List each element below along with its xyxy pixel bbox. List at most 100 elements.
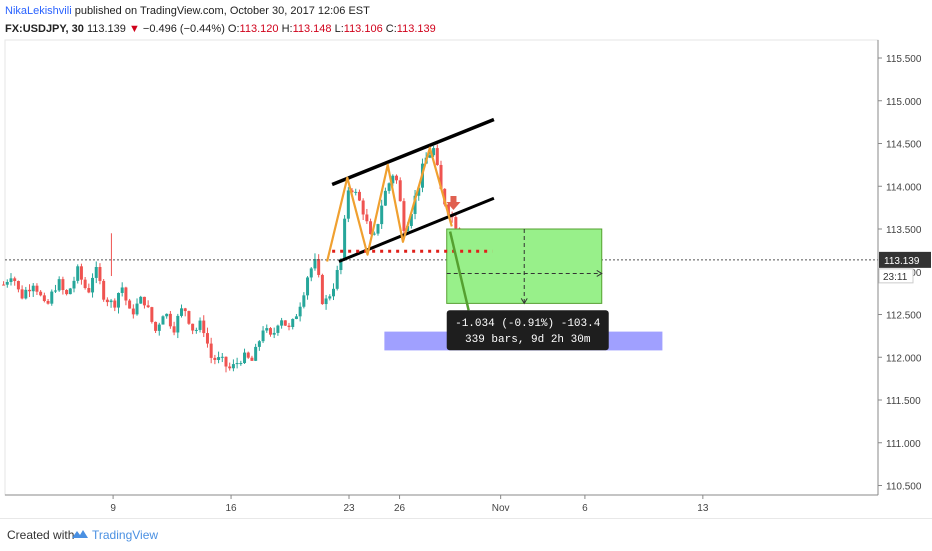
price-tick-label: 114.500 [886, 140, 922, 151]
candle-body [165, 313, 169, 317]
candle-body [435, 148, 439, 165]
price-tick-label: 113.500 [886, 225, 922, 236]
candle-body [220, 356, 224, 358]
publish-info: NikaLekishvili published on TradingView.… [5, 5, 370, 17]
high-value: 113.148 [292, 23, 332, 35]
candle-body [183, 308, 187, 312]
measure-line1: -1.034 (-0.91%) -103.4 [455, 318, 601, 330]
candle-body [124, 287, 128, 301]
candle-body [309, 268, 313, 278]
candle-body [102, 280, 106, 300]
time-tick-label: 9 [110, 503, 116, 514]
candle-body [231, 364, 235, 369]
candle-body [120, 287, 124, 293]
candle-body [339, 258, 343, 270]
candle-body [257, 341, 261, 347]
candle-body [16, 281, 20, 290]
price-tick-label: 112.500 [886, 311, 922, 322]
candle-body [194, 329, 198, 331]
candle-body [239, 363, 243, 365]
open-label: O: [227, 23, 240, 35]
candle-body [5, 281, 9, 285]
candle-body [328, 296, 332, 299]
candle-body [154, 321, 158, 331]
candle-body [202, 320, 206, 334]
price-tick-label: 114.000 [886, 182, 922, 193]
candle-body [39, 291, 43, 296]
candle-body [395, 175, 399, 181]
current-price-label: 113.139 [884, 256, 920, 267]
high-label: H: [281, 23, 293, 35]
candle-body [142, 296, 146, 306]
candle-body [20, 289, 24, 299]
candle-body [343, 218, 347, 259]
candle-body [443, 188, 447, 205]
candle-body [94, 266, 98, 278]
candle-body [246, 352, 250, 358]
candle-body [365, 214, 369, 222]
projection-arrow-line [448, 231, 470, 311]
candle-body [13, 278, 17, 282]
price-chart[interactable]: -1.034 (-0.91%) -103.4 339 bars, 9d 2h 30… [0, 0, 932, 518]
candle-body [35, 285, 39, 292]
price-axis: 110.500111.000111.500112.000112.500113.0… [877, 40, 931, 495]
candle-body [79, 266, 83, 280]
measure-tooltip [446, 310, 609, 351]
candle-body [76, 266, 80, 281]
candle-body [61, 279, 65, 291]
price-tick-label: 110.500 [886, 482, 922, 493]
candle-body [150, 307, 154, 322]
time-tick-label: 6 [582, 503, 588, 514]
open-value: 113.120 [239, 23, 279, 35]
price-tick-label: 115.000 [886, 97, 922, 108]
candle-body [128, 300, 132, 309]
footer: Created with TradingView [0, 518, 932, 551]
candle-body [331, 288, 335, 297]
candle-body [413, 195, 417, 214]
published-text: published on TradingView.com, October 30… [74, 5, 370, 17]
channel-upper-line [331, 117, 495, 187]
tradingview-link[interactable]: TradingView [92, 528, 159, 542]
candle-body [2, 284, 6, 286]
candle-body [24, 289, 28, 299]
down-arrow-icon: ▼ [128, 23, 140, 35]
candle-body [294, 316, 298, 319]
time-tick-label: 16 [225, 503, 237, 514]
symbol-name[interactable]: FX:USDJPY, 30 [5, 23, 84, 35]
candle-body [217, 357, 221, 360]
countdown-label: 23:11 [883, 272, 908, 283]
price-tick-label: 115.500 [886, 54, 922, 65]
author-link[interactable]: NikaLekishvili [5, 5, 72, 17]
candle-body [320, 274, 324, 305]
candle-body [65, 290, 69, 295]
time-axis: 9 16 23 26 Nov 6 13 [5, 494, 878, 514]
candle-body [335, 269, 339, 289]
candle-body [213, 357, 217, 360]
candle-body [268, 328, 272, 335]
candle-body [83, 279, 87, 289]
candle-body [98, 266, 102, 281]
candle-body [265, 328, 269, 331]
candle-body [187, 311, 191, 324]
candle-body [261, 330, 265, 342]
candle-body [417, 187, 421, 196]
candle-body [146, 305, 150, 308]
tradingview-logo-icon [72, 530, 88, 538]
candle-body [354, 191, 358, 193]
arrow-down-icon [520, 298, 528, 305]
time-tick-label: 23 [343, 503, 355, 514]
candle-body [205, 333, 209, 344]
price-tick-label: 111.000 [886, 439, 921, 450]
price-tick-label: 111.500 [886, 396, 921, 407]
candle-body [28, 289, 32, 292]
candle-body [42, 295, 46, 301]
candle-body [9, 278, 13, 282]
candle-body [116, 292, 120, 308]
candle-body [50, 291, 54, 304]
candle-body [402, 201, 406, 231]
candle-body [180, 308, 184, 316]
candle-body [398, 180, 402, 202]
price-tick-label: 112.000 [886, 353, 922, 364]
candle-body [376, 224, 380, 234]
candle-body [109, 300, 113, 303]
